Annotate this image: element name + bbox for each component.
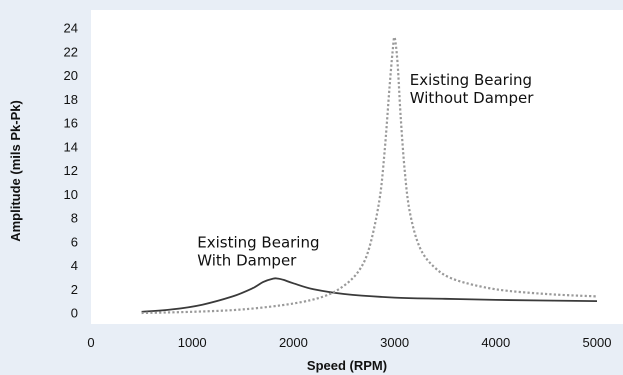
y-tick-label: 16 (64, 116, 78, 131)
series-annotation: Existing Bearing Without Damper (410, 71, 534, 107)
y-tick-label: 12 (64, 163, 78, 178)
y-tick-label: 0 (71, 306, 78, 321)
series-line-with-damper (141, 277, 598, 313)
x-tick-label: 0 (87, 335, 94, 350)
series-layer (141, 36, 598, 315)
series-annotation: Existing Bearing With Damper (197, 234, 319, 270)
x-tick-label: 3000 (380, 335, 409, 350)
x-axis-title: Speed (RPM) (307, 358, 387, 373)
y-tick-label: 8 (71, 211, 78, 226)
y-tick-label: 18 (64, 92, 78, 107)
y-tick-label: 10 (64, 187, 78, 202)
series-line-without-damper (141, 36, 598, 315)
annotation-layer: Existing Bearing With Damper Existing Bear… (197, 71, 534, 270)
y-tick-label: 14 (64, 139, 78, 154)
plot-area (91, 10, 623, 324)
y-tick-label: 20 (64, 68, 78, 83)
y-tick-label: 22 (64, 44, 78, 59)
y-tick-label: 4 (71, 258, 78, 273)
x-tick-label: 1000 (178, 335, 207, 350)
y-tick-label: 2 (71, 282, 78, 297)
x-tick-label: 4000 (481, 335, 510, 350)
x-axis-ticks: 0 1000 2000 3000 4000 5000 (87, 335, 611, 350)
x-tick-label: 5000 (583, 335, 612, 350)
y-axis-title: Amplitude (mils Pk-Pk) (8, 100, 23, 242)
y-tick-label: 24 (64, 21, 78, 36)
y-tick-label: 6 (71, 234, 78, 249)
x-tick-label: 2000 (279, 335, 308, 350)
